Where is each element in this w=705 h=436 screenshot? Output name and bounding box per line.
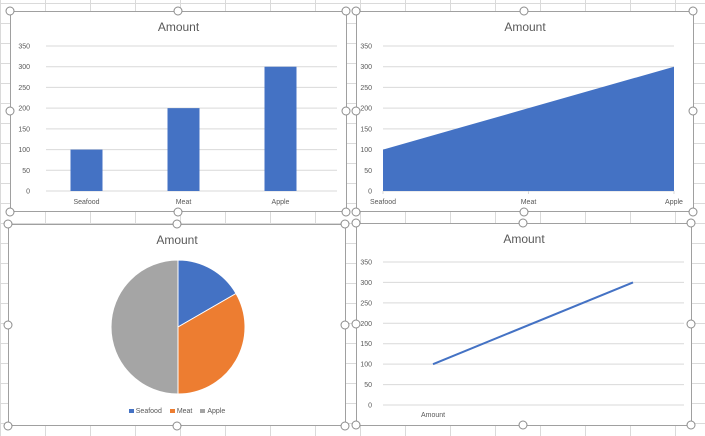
y-tick-label: 100 [360,362,372,369]
x-tick-label: Seafood [73,199,99,206]
resize-handle[interactable] [351,6,361,16]
chart-legend: Seafood Meat Apple [9,408,345,415]
legend-item-meat[interactable]: Meat [169,408,192,415]
x-tick-label: Seafood [370,199,396,206]
resize-handle[interactable] [341,6,351,16]
resize-handle[interactable] [351,420,361,430]
y-tick-label: 0 [368,189,372,196]
resize-handle[interactable] [688,106,698,116]
y-tick-label: 350 [18,44,30,51]
pie-plot-area [110,259,246,395]
legend-swatch [128,409,134,414]
y-tick-label: 350 [360,260,372,267]
resize-handle[interactable] [351,218,361,228]
resize-handle[interactable] [688,6,698,16]
line-plot-area: 0 50 100 150 200 250 300 350 Amount [360,260,684,419]
resize-handle[interactable] [686,420,696,430]
bar-meat[interactable] [167,108,200,191]
resize-handle[interactable] [351,207,361,217]
y-tick-label: 50 [364,382,372,389]
resize-handle[interactable] [340,421,350,431]
resize-handle[interactable] [518,218,528,228]
area-series[interactable] [383,66,674,191]
y-tick-label: 300 [360,280,372,287]
resize-handle[interactable] [3,421,13,431]
resize-handle[interactable] [341,106,351,116]
y-tick-label: 150 [18,126,30,133]
chart-title: Amount [157,20,200,34]
line-chart[interactable]: Amount 0 50 100 150 200 250 300 350 Amount [356,223,692,426]
pie-slice-meat[interactable] [177,292,246,395]
y-tick-label: 300 [360,64,372,71]
legend-swatch [169,409,175,414]
resize-handle[interactable] [341,207,351,217]
y-tick-label: 350 [360,44,372,51]
chart-title: Amount [503,232,545,246]
resize-handle[interactable] [5,207,15,217]
area-chart[interactable]: Amount 0 50 100 150 200 250 300 350 Seafood Meat A… [356,11,694,212]
bar-apple[interactable] [264,66,297,191]
legend-swatch [200,409,206,414]
resize-handle[interactable] [173,6,183,16]
y-tick-label: 150 [360,126,372,133]
resize-handle[interactable] [173,207,183,217]
y-tick-label: 50 [22,168,30,175]
y-tick-label: 150 [360,341,372,348]
y-tick-label: 250 [360,85,372,92]
y-tick-label: 0 [368,403,372,410]
x-tick-label: Meat [521,199,537,206]
y-tick-label: 250 [18,85,30,92]
y-tick-label: 50 [364,168,372,175]
bar-chart[interactable]: Amount 0 50 100 150 200 250 300 350 Seafood Meat A… [10,11,347,212]
resize-handle[interactable] [340,320,350,330]
legend-item-apple[interactable]: Apple [200,408,225,415]
x-tick-label: Amount [421,412,445,419]
resize-handle[interactable] [519,207,529,217]
y-tick-label: 100 [360,147,372,154]
resize-handle[interactable] [172,219,182,229]
resize-handle[interactable] [3,219,13,229]
resize-handle[interactable] [351,106,361,116]
y-tick-label: 200 [360,321,372,328]
y-tick-label: 250 [360,300,372,307]
resize-handle[interactable] [686,319,696,329]
resize-handle[interactable] [518,420,528,430]
resize-handle[interactable] [172,421,182,431]
chart-title: Amount [504,20,546,34]
y-tick-label: 0 [26,189,30,196]
y-tick-label: 100 [18,147,30,154]
pie-slice-apple[interactable] [110,259,179,395]
y-tick-label: 300 [18,64,30,71]
pie-chart[interactable]: Amount Seafood Meat Apple [8,224,346,426]
pie-slice-seafood[interactable] [177,259,237,328]
chart-title: Amount [156,233,198,247]
resize-handle[interactable] [3,320,13,330]
area-plot-area: 0 50 100 150 200 250 300 350 Seafood Meat Apple [360,44,683,207]
resize-handle[interactable] [686,218,696,228]
legend-item-seafood[interactable]: Seafood [128,408,162,415]
x-tick-label: Meat [176,199,192,206]
resize-handle[interactable] [340,219,350,229]
x-tick-label: Apple [665,199,683,206]
y-tick-label: 200 [360,106,372,113]
bar-seafood[interactable] [70,149,103,191]
line-series[interactable] [432,281,634,366]
resize-handle[interactable] [688,207,698,217]
resize-handle[interactable] [351,319,361,329]
resize-handle[interactable] [519,6,529,16]
resize-handle[interactable] [5,106,15,116]
resize-handle[interactable] [5,6,15,16]
y-tick-label: 200 [18,106,30,113]
x-tick-label: Apple [272,199,290,206]
bar-plot-area: 0 50 100 150 200 250 300 350 Seafood Meat Apple [18,44,337,206]
